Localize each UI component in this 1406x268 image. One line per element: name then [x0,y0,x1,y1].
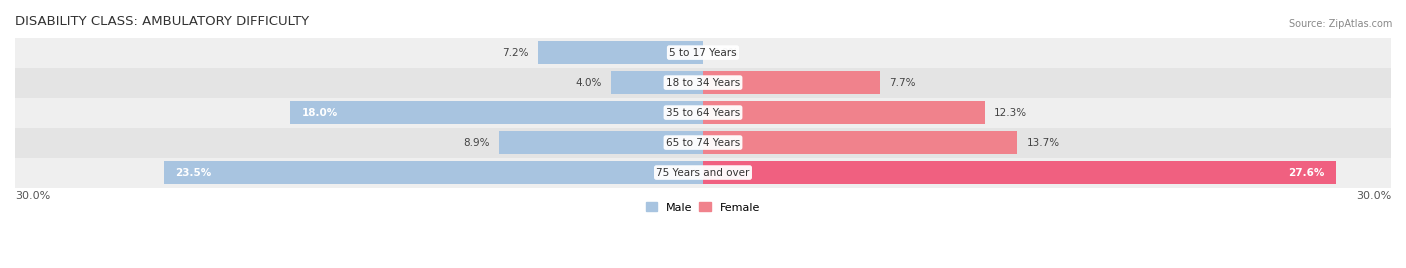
Bar [15,38,1391,68]
Bar [15,98,1391,128]
Text: 65 to 74 Years: 65 to 74 Years [666,137,740,148]
Bar [703,161,1336,184]
Legend: Male, Female: Male, Female [641,198,765,217]
Bar [499,131,703,154]
Bar [165,161,703,184]
Text: 18 to 34 Years: 18 to 34 Years [666,78,740,88]
Text: 7.2%: 7.2% [502,48,529,58]
Text: 12.3%: 12.3% [994,107,1028,118]
Text: DISABILITY CLASS: AMBULATORY DIFFICULTY: DISABILITY CLASS: AMBULATORY DIFFICULTY [15,15,309,28]
Text: 7.7%: 7.7% [889,78,915,88]
Text: 5 to 17 Years: 5 to 17 Years [669,48,737,58]
Text: 30.0%: 30.0% [1355,191,1391,201]
Bar [15,128,1391,158]
Text: 0.0%: 0.0% [713,48,738,58]
Text: 18.0%: 18.0% [302,107,337,118]
Bar [15,68,1391,98]
Text: 75 Years and over: 75 Years and over [657,168,749,177]
Text: 27.6%: 27.6% [1288,168,1324,177]
Text: Source: ZipAtlas.com: Source: ZipAtlas.com [1288,19,1392,29]
Text: 35 to 64 Years: 35 to 64 Years [666,107,740,118]
Bar [703,101,986,124]
Bar [703,71,880,94]
Text: 8.9%: 8.9% [463,137,489,148]
Text: 4.0%: 4.0% [575,78,602,88]
Bar [703,131,1017,154]
Text: 30.0%: 30.0% [15,191,51,201]
Bar [612,71,703,94]
Bar [538,41,703,64]
Bar [290,101,703,124]
Text: 23.5%: 23.5% [176,168,212,177]
Bar [15,158,1391,188]
Text: 13.7%: 13.7% [1026,137,1060,148]
